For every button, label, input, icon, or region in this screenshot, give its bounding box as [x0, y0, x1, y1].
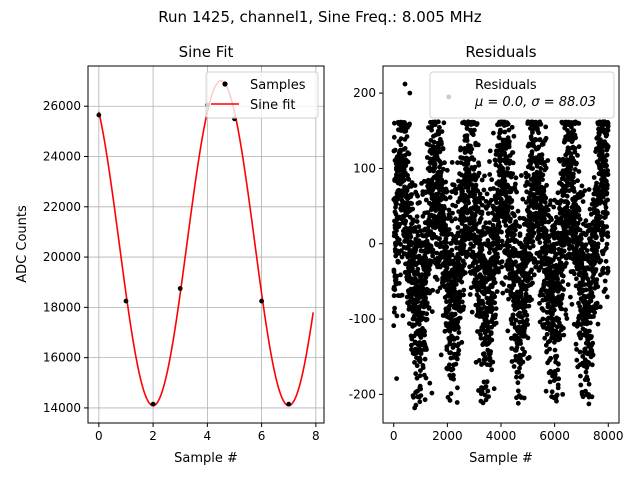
- residuals-legend-box: [429, 71, 615, 119]
- sine-fit-y-tick-label: 18000: [43, 300, 81, 314]
- sine-fit-legend-box: [205, 71, 319, 119]
- sample-point: [177, 286, 183, 291]
- sine-fit-x-tick-label: 4: [204, 429, 212, 443]
- residuals-legend: Residuals μ = 0.0, σ = 88.03: [429, 71, 615, 119]
- sine-fit-y-tick-label: 22000: [43, 200, 81, 214]
- residual-outlier-point: [402, 81, 408, 87]
- legend-samples-marker: [222, 81, 228, 87]
- residuals-y-tick-label: 200: [353, 86, 376, 100]
- residual-outlier-point: [407, 90, 413, 96]
- residuals-title: Residuals: [465, 43, 536, 61]
- residuals-y-tick-label: -200: [349, 387, 376, 401]
- sine-fit-y-tick-label: 24000: [43, 150, 81, 164]
- residuals-x-tick-label: 8000: [593, 429, 624, 443]
- sample-point: [123, 298, 129, 304]
- residual-outlier-point: [560, 391, 566, 397]
- sample-point: [150, 401, 156, 407]
- sine-fit-y-tick-label: 26000: [43, 99, 81, 113]
- sine-fit-ylabel: ADC Counts: [15, 205, 30, 283]
- residuals-x-tick-label: 0: [390, 429, 398, 443]
- residuals-y-tick-label: -100: [349, 312, 376, 326]
- sine-fit-xlabel: Sample #: [174, 451, 238, 466]
- residuals-x-ticks: 0 2000 4000 6000 8000: [390, 423, 624, 443]
- residuals-x-tick-label: 2000: [432, 429, 463, 443]
- sine-fit-curve: [98, 80, 314, 407]
- sample-point: [96, 112, 102, 118]
- figure-suptitle: Run 1425, channel1, Sine Freq.: 8.005 MH…: [158, 8, 482, 26]
- sine-fit-x-ticks: 0 2 4 6 8: [95, 423, 320, 443]
- sine-fit-y-tick-label: 16000: [43, 351, 81, 365]
- residuals-legend-label: Residuals: [475, 78, 537, 93]
- residuals-x-tick-label: 6000: [539, 429, 570, 443]
- residual-points: [391, 119, 611, 408]
- sample-point: [286, 401, 292, 407]
- sine-fit-title: Sine Fit: [179, 43, 234, 61]
- residuals-y-tick-label: 0: [368, 237, 376, 251]
- sine-fit-x-tick-label: 8: [312, 429, 320, 443]
- legend-samples-label: Samples: [250, 78, 306, 93]
- sine-fit-x-tick-label: 2: [149, 429, 157, 443]
- sine-fit-y-ticks: 14000 16000 18000 20000 22000 24000 26000: [43, 99, 88, 415]
- sine-fit-legend: Samples Sine fit: [205, 71, 319, 119]
- residuals-x-tick-label: 4000: [486, 429, 517, 443]
- residuals-legend-stats: μ = 0.0, σ = 88.03: [474, 95, 596, 110]
- sine-fit-panel: Sine Fit 0 2 4 6 8 14000 16000 18000 20000 22000…: [15, 43, 325, 466]
- residuals-y-tick-label: 100: [353, 161, 376, 175]
- residuals-xlabel: Sample #: [469, 451, 533, 466]
- sine-fit-y-tick-label: 20000: [43, 250, 81, 264]
- residual-outlier-point: [412, 405, 418, 411]
- sample-point: [259, 298, 265, 304]
- residuals-panel: Residuals 0 2000 4000 6000 8000 -200 -100 0 100…: [349, 43, 624, 466]
- legend-sine-fit-label: Sine fit: [250, 98, 296, 113]
- sine-fit-x-tick-label: 0: [95, 429, 103, 443]
- residuals-y-ticks: -200 -100 0 100 200: [349, 86, 383, 401]
- sine-fit-axes-frame: [87, 65, 325, 424]
- sine-fit-y-tick-label: 14000: [43, 401, 81, 415]
- sine-fit-x-tick-label: 6: [258, 429, 266, 443]
